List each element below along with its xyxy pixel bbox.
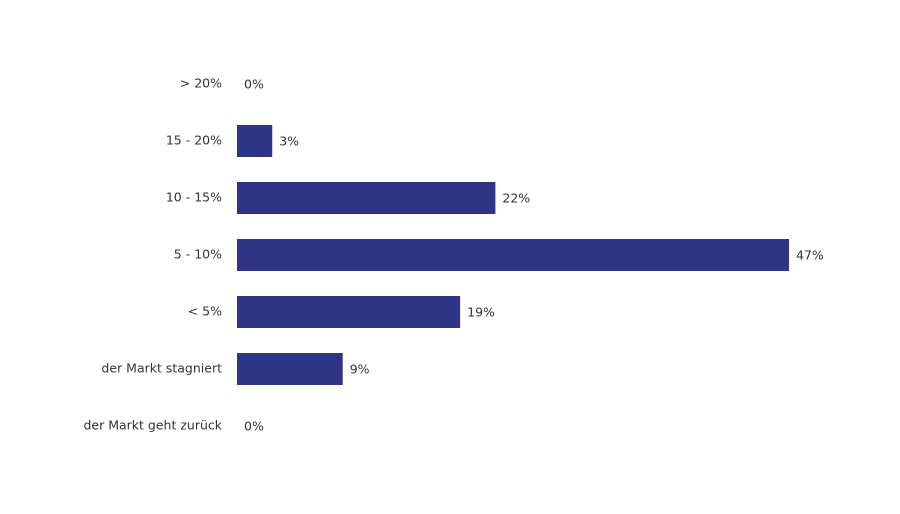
bar bbox=[237, 239, 789, 271]
category-label: < 5% bbox=[188, 304, 222, 319]
bar bbox=[237, 296, 461, 328]
value-label: 0% bbox=[244, 77, 264, 92]
category-label: 5 - 10% bbox=[174, 247, 222, 262]
category-label: der Markt stagniert bbox=[101, 361, 222, 376]
value-label: 0% bbox=[244, 419, 264, 434]
category-label: 15 - 20% bbox=[166, 133, 222, 148]
bar bbox=[237, 182, 496, 214]
category-label: > 20% bbox=[180, 76, 222, 91]
bar bbox=[237, 353, 343, 385]
category-label: der Markt geht zurück bbox=[83, 418, 222, 433]
value-label: 3% bbox=[279, 134, 299, 149]
category-label: 10 - 15% bbox=[166, 190, 222, 205]
value-label: 47% bbox=[796, 248, 824, 263]
value-label: 19% bbox=[467, 305, 495, 320]
value-label: 22% bbox=[502, 191, 530, 206]
bar bbox=[237, 125, 273, 157]
value-label: 9% bbox=[350, 362, 370, 377]
